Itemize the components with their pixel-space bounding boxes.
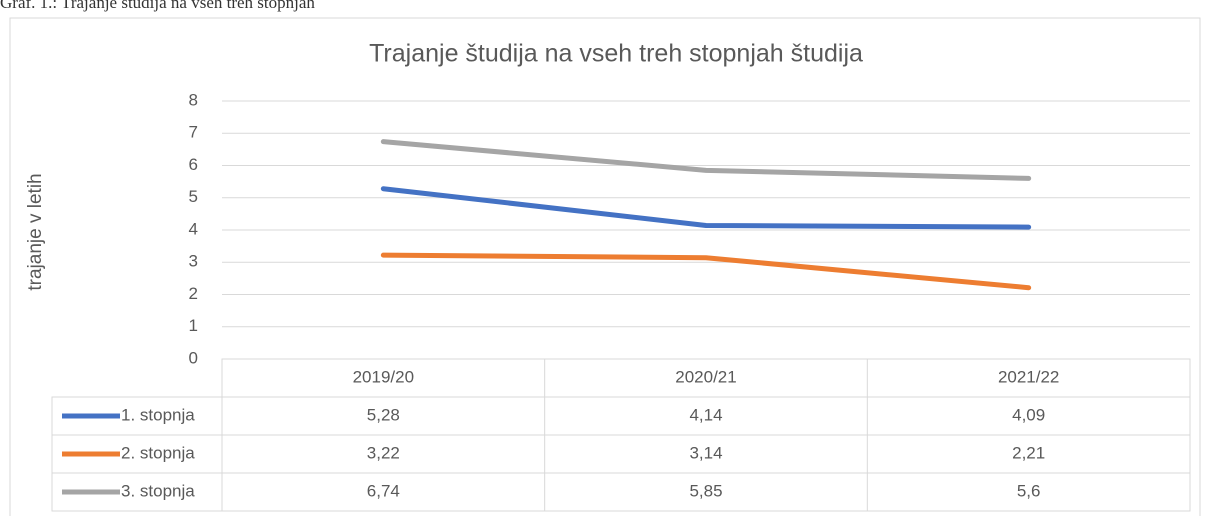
y-tick-label: 2	[189, 284, 198, 303]
y-tick-label: 4	[189, 219, 198, 238]
table-value: 5,28	[367, 405, 400, 424]
x-tick-label: 2020/21	[675, 367, 736, 386]
x-tick-label: 2021/22	[998, 367, 1059, 386]
chart-title: Trajanje študija na vseh treh stopnjah š…	[369, 40, 863, 68]
y-tick-label: 0	[189, 348, 198, 367]
y-tick-label: 6	[189, 155, 198, 174]
table-value: 2,21	[1012, 443, 1045, 462]
table-value: 4,09	[1012, 405, 1045, 424]
y-axis-label: trajanje v letih	[25, 173, 46, 290]
y-tick-label: 5	[189, 187, 198, 206]
y-tick-label: 7	[189, 123, 198, 142]
legend-label: 2. stopnja	[121, 443, 195, 462]
table-value: 3,22	[367, 443, 400, 462]
y-tick-label: 8	[189, 90, 198, 109]
table-value: 3,14	[689, 443, 722, 462]
table-value: 5,85	[689, 481, 722, 500]
y-tick-label: 1	[189, 316, 198, 335]
series-line	[380, 186, 1032, 230]
legend-label: 1. stopnja	[121, 405, 195, 424]
table-value: 4,14	[689, 405, 722, 424]
legend-label: 3. stopnja	[121, 481, 195, 500]
x-tick-label: 2019/20	[353, 367, 414, 386]
caption: Graf. 1.: Trajanje študija na vseh treh …	[0, 0, 315, 12]
table-value: 5,6	[1017, 481, 1041, 500]
table-value: 6,74	[367, 481, 400, 500]
series-line	[380, 252, 1032, 291]
series-line	[380, 139, 1032, 181]
y-tick-label: 3	[189, 252, 198, 271]
